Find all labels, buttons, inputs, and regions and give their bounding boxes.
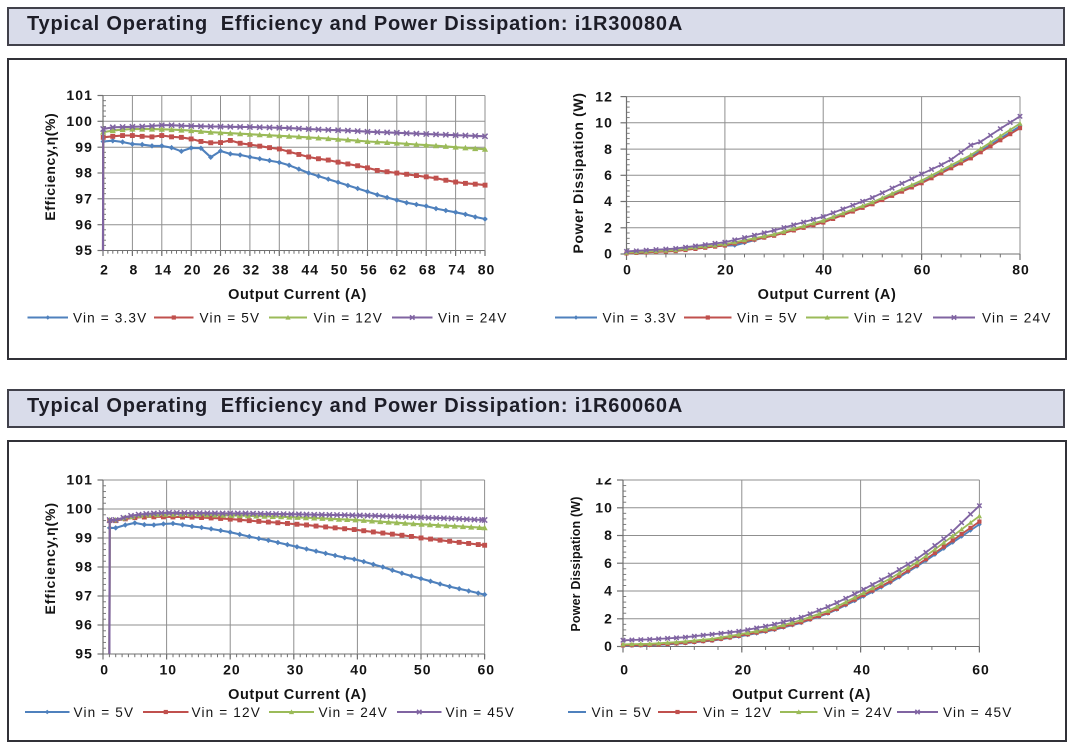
svg-text:50: 50 [414, 662, 432, 678]
svg-text:2: 2 [100, 262, 109, 278]
svg-text:Vin = 5V: Vin = 5V [74, 705, 135, 720]
svg-text:0: 0 [620, 662, 629, 678]
svg-text:Vin = 12V: Vin = 12V [854, 310, 923, 325]
svg-text:Efficiency,η(%): Efficiency,η(%) [42, 502, 58, 614]
svg-text:100: 100 [66, 113, 93, 129]
svg-text:Vin = 45V: Vin = 45V [446, 705, 515, 720]
svg-text:Output Current (A): Output Current (A) [732, 687, 871, 703]
svg-text:4: 4 [604, 583, 613, 599]
svg-text:99: 99 [75, 139, 93, 155]
svg-text:2: 2 [604, 611, 613, 627]
svg-text:0: 0 [623, 262, 632, 278]
svg-text:40: 40 [853, 662, 871, 678]
svg-text:60: 60 [972, 662, 990, 678]
svg-text:Vin = 5V: Vin = 5V [200, 310, 261, 325]
svg-text:20: 20 [717, 262, 735, 278]
svg-text:80: 80 [478, 262, 496, 278]
svg-text:68: 68 [419, 262, 437, 278]
svg-text:56: 56 [360, 262, 378, 278]
svg-text:10: 10 [160, 662, 178, 678]
svg-text:60: 60 [914, 262, 932, 278]
svg-text:50: 50 [331, 262, 349, 278]
svg-text:20: 20 [223, 662, 241, 678]
svg-text:101: 101 [66, 87, 93, 103]
svg-text:0: 0 [604, 638, 613, 654]
svg-text:20: 20 [735, 662, 753, 678]
svg-text:Output Current (A): Output Current (A) [228, 287, 367, 303]
svg-text:62: 62 [390, 262, 408, 278]
svg-text:40: 40 [815, 262, 833, 278]
svg-text:98: 98 [75, 559, 93, 575]
svg-text:Vin = 3.3V: Vin = 3.3V [603, 310, 677, 325]
svg-text:Vin = 12V: Vin = 12V [314, 310, 383, 325]
svg-text:2: 2 [604, 220, 613, 236]
svg-text:10: 10 [595, 500, 613, 516]
svg-text:Vin = 5V: Vin = 5V [592, 705, 653, 720]
svg-text:0: 0 [100, 662, 109, 678]
svg-text:Power Dissipation (W): Power Dissipation (W) [569, 496, 583, 631]
svg-text:Output Current (A): Output Current (A) [758, 287, 897, 303]
svg-text:96: 96 [75, 617, 93, 633]
svg-text:80: 80 [1012, 262, 1030, 278]
svg-text:Vin = 24V: Vin = 24V [319, 705, 388, 720]
svg-text:10: 10 [595, 115, 613, 131]
svg-text:12: 12 [595, 88, 613, 104]
svg-text:Vin = 12V: Vin = 12V [192, 705, 261, 720]
svg-text:Vin = 24V: Vin = 24V [824, 705, 893, 720]
svg-text:Vin = 45V: Vin = 45V [943, 705, 1012, 720]
svg-text:60: 60 [478, 662, 496, 678]
svg-text:6: 6 [604, 167, 613, 183]
svg-text:97: 97 [75, 191, 93, 207]
svg-text:100: 100 [66, 501, 93, 517]
svg-text:Output Current (A): Output Current (A) [228, 687, 367, 703]
svg-text:6: 6 [604, 555, 613, 571]
svg-text:97: 97 [75, 588, 93, 604]
svg-text:99: 99 [75, 530, 93, 546]
svg-text:8: 8 [604, 141, 613, 157]
svg-text:98: 98 [75, 165, 93, 181]
svg-text:0: 0 [604, 246, 613, 262]
svg-text:Power Dissipation (W): Power Dissipation (W) [570, 92, 586, 253]
svg-text:4: 4 [604, 193, 613, 209]
svg-text:96: 96 [75, 216, 93, 232]
svg-text:38: 38 [272, 262, 290, 278]
svg-text:14: 14 [155, 262, 173, 278]
svg-text:101: 101 [66, 472, 93, 488]
svg-text:Vin = 12V: Vin = 12V [703, 705, 772, 720]
svg-text:Efficiency,η(%): Efficiency,η(%) [42, 113, 58, 221]
svg-text:74: 74 [448, 262, 466, 278]
svg-text:32: 32 [243, 262, 261, 278]
svg-text:20: 20 [184, 262, 202, 278]
svg-text:Vin = 24V: Vin = 24V [982, 310, 1051, 325]
svg-text:26: 26 [213, 262, 231, 278]
svg-text:Vin = 24V: Vin = 24V [438, 310, 507, 325]
svg-text:8: 8 [604, 527, 613, 543]
svg-text:95: 95 [75, 646, 93, 662]
svg-text:40: 40 [350, 662, 368, 678]
svg-text:95: 95 [75, 242, 93, 258]
svg-text:44: 44 [301, 262, 319, 278]
svg-text:8: 8 [130, 262, 139, 278]
svg-text:Vin = 5V: Vin = 5V [737, 310, 798, 325]
svg-text:30: 30 [287, 662, 305, 678]
svg-text:Vin = 3.3V: Vin = 3.3V [73, 310, 147, 325]
